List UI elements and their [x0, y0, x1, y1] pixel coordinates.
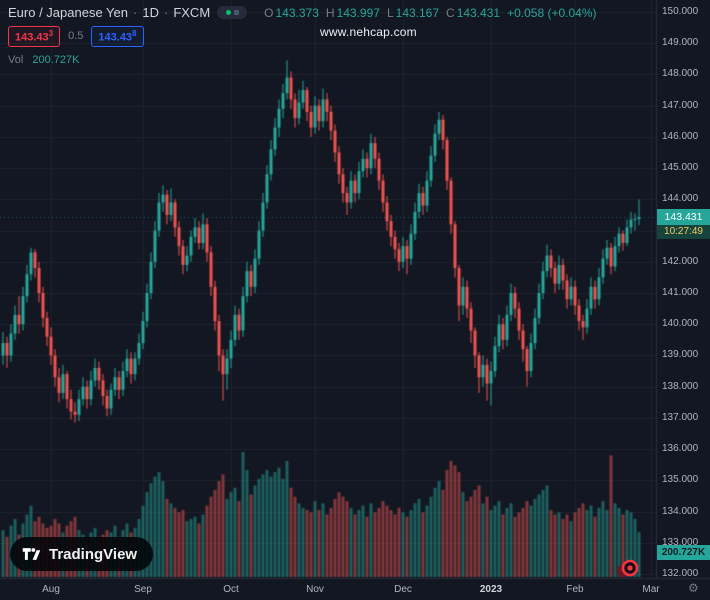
volume-axis-badge: 200.727K: [657, 545, 710, 560]
price-axis-label: 139.000: [662, 349, 699, 361]
low-value: 143.167: [395, 5, 440, 20]
record-target-icon[interactable]: [612, 557, 642, 586]
bid-ask-row: 143.433 0.5 143.438: [8, 26, 597, 47]
volume-value: 200.727K: [32, 53, 80, 66]
time-axis-label: Aug: [42, 584, 60, 595]
change-value: +0.058 (+0.04%): [507, 5, 597, 20]
high-label: H: [325, 5, 335, 20]
ohlc-values: O 143.373 H 143.997 L 143.167 C 143.431 +0.0…: [257, 6, 596, 20]
time-axis[interactable]: Aug Sep Oct Nov Dec 2023 Feb Mar: [0, 578, 710, 600]
close-label: C: [446, 5, 455, 20]
price-axis-label: 135.000: [662, 474, 699, 486]
volume-label[interactable]: Vol: [8, 53, 24, 66]
axis-settings-gear-icon[interactable]: ⚙: [688, 581, 699, 595]
separator: ·: [163, 5, 169, 20]
market-status-pill[interactable]: [217, 6, 248, 19]
last-price-value: 143.431: [657, 209, 710, 226]
price-axis-label: 138.000: [662, 380, 699, 392]
time-axis-label: Mar: [642, 584, 660, 595]
symbol-row: Euro / Japanese Yen · 1D · FXCM O 143.373…: [8, 5, 597, 20]
price-axis-label: 136.000: [662, 443, 699, 455]
data-mode-icon: [233, 10, 239, 15]
time-axis-label: Nov: [306, 584, 324, 595]
price-axis-label: 145.000: [662, 162, 699, 174]
price-axis-label: 134.000: [662, 505, 699, 517]
price-axis-label: 144.000: [662, 193, 699, 205]
price-axis-label: 146.000: [662, 130, 699, 142]
price-axis-label: 150.000: [662, 6, 699, 17]
bar-close-countdown: 10:27:49: [657, 225, 710, 240]
time-axis-label: 2023: [479, 584, 503, 595]
time-axis-label: Oct: [223, 584, 239, 595]
separator: ·: [133, 5, 138, 20]
last-price-badge: 143.431 10:27:49: [657, 209, 710, 240]
time-axis-label: Sep: [134, 584, 152, 595]
interval-value[interactable]: 1D: [142, 5, 159, 20]
tradingview-mark-icon: [22, 548, 41, 560]
high-value: 143.997: [336, 5, 380, 20]
price-axis-label: 149.000: [662, 37, 699, 49]
spread-value: 0.5: [68, 30, 84, 43]
price-axis[interactable]: 150.000 149.000 148.000 147.000 146.000 145.0…: [657, 0, 710, 579]
symbol-title[interactable]: Euro / Japanese Yen: [8, 5, 128, 20]
open-value: 143.373: [275, 5, 319, 20]
price-axis-label: 132.000: [662, 568, 699, 579]
market-open-dot-icon: [225, 10, 231, 15]
volume-row: Vol 200.727K: [8, 54, 597, 66]
price-axis-label: 147.000: [662, 99, 699, 111]
bid-price-box[interactable]: 143.433: [8, 26, 61, 47]
exchange-name: FXCM: [173, 5, 211, 20]
open-label: O: [264, 5, 274, 20]
price-axis-label: 142.000: [662, 255, 699, 267]
ask-price-box[interactable]: 143.438: [91, 26, 144, 47]
tradingview-logo[interactable]: TradingView: [10, 537, 154, 571]
time-axis-label: Dec: [394, 584, 412, 595]
tradingview-logo-text: TradingView: [49, 545, 138, 563]
chart-legend: Euro / Japanese Yen · 1D · FXCM O 143.373…: [8, 5, 597, 66]
low-label: L: [386, 5, 394, 20]
close-value: 143.431: [456, 5, 501, 20]
price-axis-label: 137.000: [662, 411, 699, 423]
price-axis-label: 148.000: [662, 68, 699, 80]
price-axis-label: 133.000: [662, 536, 699, 548]
price-axis-label: 141.000: [662, 287, 699, 298]
price-axis-label: 140.000: [662, 318, 699, 330]
time-axis-label: Feb: [566, 584, 584, 595]
watermark-text: www.nehcap.com: [320, 25, 417, 39]
